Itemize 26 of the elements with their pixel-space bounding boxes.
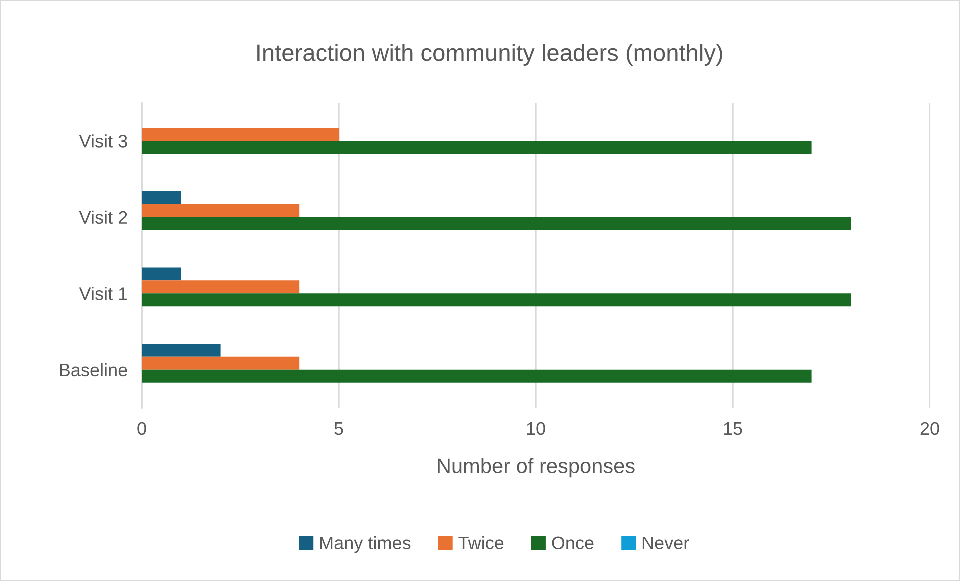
bar: [142, 204, 300, 218]
bar: [142, 280, 300, 294]
legend-label: Many times: [320, 536, 411, 554]
y-tick-label: Visit 1: [79, 287, 128, 300]
y-tick-label: Baseline: [60, 363, 128, 377]
y-tick-label: Visit 2: [79, 210, 128, 224]
x-tick-label: 20: [920, 422, 940, 436]
x-tick-label: 15: [724, 422, 742, 436]
bar: [142, 356, 300, 370]
x-tick-label: 10: [527, 422, 546, 436]
bar: [142, 141, 812, 154]
bar: [142, 217, 852, 230]
bar: [142, 294, 852, 307]
bar: [142, 344, 221, 357]
x-axis-title: Number of responses: [438, 458, 635, 478]
bar: [142, 128, 339, 142]
bar: [142, 370, 812, 383]
legend-label: Twice: [458, 536, 504, 550]
bar: [142, 191, 182, 204]
legend-label: Never: [642, 536, 690, 550]
bar: [142, 268, 182, 281]
x-tick-label: 0: [138, 422, 146, 436]
y-tick-label: Visit 3: [79, 134, 128, 148]
chart-title: Interaction with community leaders (monthly): [258, 44, 722, 66]
legend-label: Once: [552, 536, 594, 550]
x-tick-label: 5: [334, 422, 344, 436]
